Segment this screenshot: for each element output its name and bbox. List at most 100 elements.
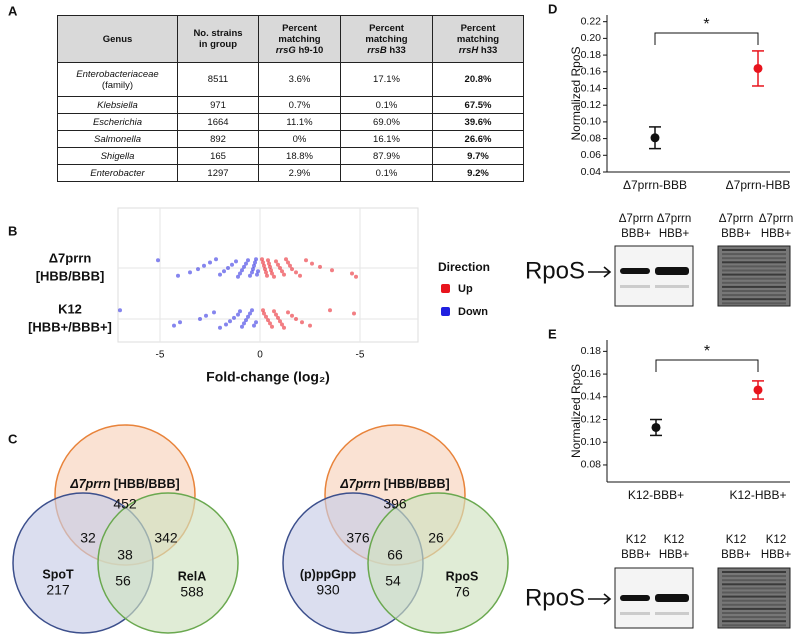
legend-swatch (441, 307, 450, 316)
venn-set-label: Δ7prrn [HBB/BBB] (339, 477, 449, 491)
x-tick-label: Δ7prrn-HBB (726, 178, 791, 192)
point (261, 308, 265, 313)
gene-name: rrsB (367, 44, 387, 56)
point (274, 259, 278, 264)
header-cell: Percent matching rrsH h33 (432, 15, 524, 63)
point (294, 317, 298, 321)
point (272, 309, 276, 314)
set-suffix: [HBB/BBB] (384, 477, 450, 491)
blot-arrow (588, 266, 612, 278)
header-text: matching (278, 33, 321, 45)
point (252, 263, 256, 268)
point (290, 267, 294, 272)
genus-name: Shigella (100, 150, 135, 162)
point (262, 263, 266, 268)
point (269, 268, 273, 273)
header-text: Percent (369, 22, 404, 34)
loading-stripe (722, 273, 786, 276)
y-tick-label: [HBB+/BBB+] (28, 319, 112, 334)
lane-label: BBB+ (721, 228, 751, 240)
venn-count: 376 (346, 530, 370, 546)
table-cell: 0.1% (340, 164, 433, 182)
lane-label: HBB+ (659, 228, 690, 240)
point (244, 318, 248, 323)
loading-stripe (722, 595, 786, 598)
set-suffix: [HBB/BBB] (114, 477, 180, 491)
loading-stripe (722, 285, 786, 288)
y-tick-label: 0.08 (581, 459, 602, 471)
point (254, 257, 258, 262)
point (328, 308, 332, 313)
loading-stripe (722, 620, 786, 623)
point (264, 270, 268, 275)
loading-stripe (722, 575, 786, 578)
y-tick-label: 0.22 (581, 15, 602, 27)
point (242, 321, 246, 326)
y-tick-label: 0.16 (581, 66, 602, 78)
y-tick-label: [HBB/BBB] (36, 268, 105, 283)
venn-set-label: RelA (178, 569, 206, 583)
faint-band (655, 612, 689, 615)
panel-label: D (548, 1, 557, 16)
point (290, 313, 294, 318)
point (240, 324, 244, 329)
genus-name: Klebsiella (97, 99, 138, 111)
point (222, 269, 226, 274)
y-tick-label: 0.20 (581, 32, 602, 44)
point (278, 319, 282, 324)
x-tick-label: -5 (356, 350, 365, 361)
significance-mark: * (704, 343, 710, 360)
lane-label: HBB+ (761, 228, 792, 240)
table-cell: 9.2% (432, 164, 524, 182)
table-cell: 1297 (177, 164, 259, 182)
table-cell: 892 (177, 130, 259, 148)
point (252, 323, 256, 328)
x-axis-title: Fold-change (log₂) (206, 369, 330, 385)
point (298, 273, 302, 278)
set-name: Δ7prrn (69, 477, 111, 491)
y-tick-label: 0.12 (581, 413, 602, 425)
point (354, 274, 358, 279)
table-row: Shigella 165 18.8% 87.9% 9.7% (57, 147, 524, 165)
point (651, 422, 661, 432)
point (266, 318, 270, 323)
venn-count: 930 (316, 582, 340, 598)
genus-cell: Shigella (57, 147, 178, 165)
y-tick-label: 0.14 (581, 82, 602, 94)
loading-stripe (722, 599, 786, 602)
region-name: h33 (480, 44, 498, 56)
loading-stripe (722, 257, 786, 260)
header-text: matching (456, 33, 500, 45)
loading-stripe (722, 265, 786, 268)
venn-set-label: RpoS (446, 569, 479, 583)
point (188, 270, 192, 275)
significance-mark: * (703, 16, 709, 33)
blot-arrow (588, 593, 612, 605)
point (263, 267, 267, 272)
loading-stripe (722, 269, 786, 272)
region-name: h33 (389, 44, 406, 56)
loading-stripe (722, 616, 786, 619)
point (270, 271, 274, 276)
panel-label: B (8, 223, 17, 238)
point (256, 269, 260, 274)
table-cell: 17.1% (340, 62, 433, 97)
point (267, 261, 271, 266)
point (212, 310, 216, 315)
venn-circle (97, 492, 239, 634)
x-tick-label: 0 (257, 350, 263, 361)
venn-count: 396 (383, 496, 407, 512)
point (198, 317, 202, 321)
genus-name: Enterobacteriaceae (76, 68, 159, 80)
lane-label: HBB+ (659, 549, 690, 561)
lane-label: BBB+ (721, 549, 751, 561)
genus-name: Escherichia (92, 116, 143, 128)
band (655, 594, 689, 602)
venn-count: 38 (117, 547, 133, 563)
loading-stripe (722, 249, 786, 251)
legend-title: Direction (438, 260, 490, 274)
header-text: Genus (102, 33, 133, 45)
y-tick-label: 0.08 (581, 132, 602, 144)
loading-stripe (722, 261, 786, 264)
genus-cell: Klebsiella (57, 96, 178, 114)
